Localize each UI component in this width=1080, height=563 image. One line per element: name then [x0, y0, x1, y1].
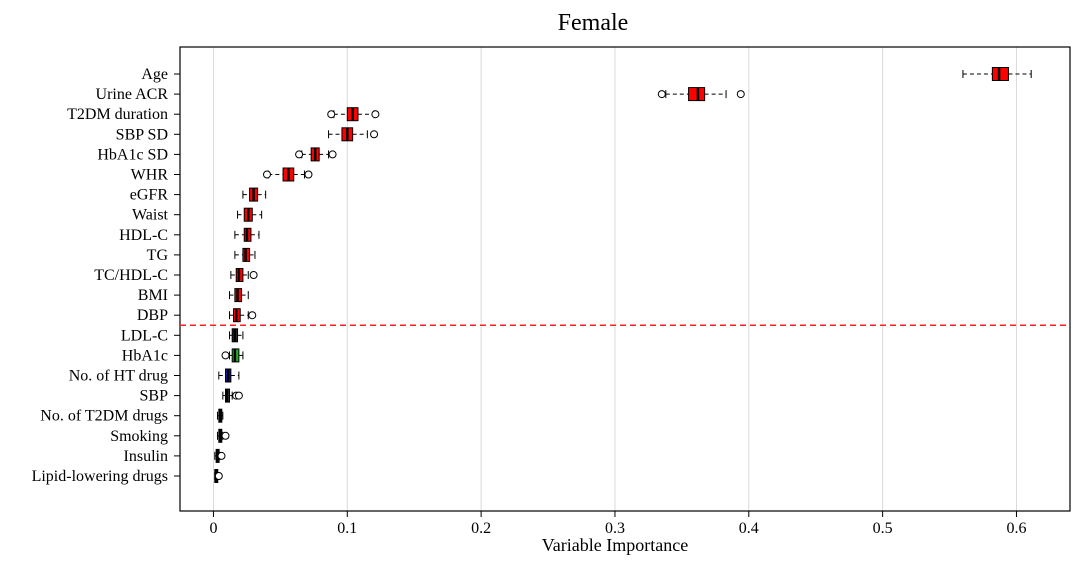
- x-axis-title: Variable Importance: [542, 535, 688, 555]
- category-label: HbA1c SD: [97, 146, 168, 163]
- y-axis-labels: Age Urine ACR T2DM duration SBP SD HbA1c SD W…: [32, 66, 180, 485]
- category-label: Urine ACR: [96, 86, 169, 103]
- box: [991, 67, 1009, 81]
- boxplots: [214, 67, 1032, 483]
- outlier: [221, 351, 230, 360]
- plot-frame: [179, 46, 1071, 512]
- boxplot-insulin: [214, 448, 226, 463]
- x-tick-label: 0: [209, 520, 217, 537]
- category-label: Insulin: [124, 448, 168, 465]
- x-tick-label: 0.1: [337, 520, 357, 537]
- boxplot-tg: [234, 247, 256, 262]
- category-label: DBP: [137, 307, 168, 324]
- x-tick-label: 0.4: [739, 520, 759, 537]
- outlier: [262, 170, 271, 179]
- x-axis: 0 0.1 0.2 0.3 0.4 0.5 0.6: [209, 511, 1026, 537]
- boxplot-sbp-sd: [328, 127, 379, 142]
- outlier: [214, 472, 223, 480]
- category-label: Age: [141, 66, 168, 83]
- boxplot-waist: [237, 207, 263, 222]
- category-label: T2DM duration: [67, 106, 168, 123]
- category-label: No. of T2DM drugs: [40, 408, 168, 425]
- category-label: BMI: [138, 287, 168, 304]
- x-tick-label: 0.3: [605, 520, 625, 537]
- gridlines: [212, 47, 1017, 511]
- boxplot-egfr: [242, 187, 267, 202]
- outlier: [248, 311, 257, 320]
- outlier: [657, 90, 666, 99]
- chart-title: Female: [558, 10, 629, 36]
- boxplot-whr: [262, 167, 313, 182]
- category-label: SBP SD: [116, 126, 168, 143]
- category-label: Lipid-lowering drugs: [32, 468, 168, 485]
- boxplot-no-of-t2dm-drugs: [216, 408, 224, 423]
- boxplot-lipid-lowering-drugs: [214, 469, 223, 483]
- category-label: LDL-C: [121, 327, 168, 344]
- boxplot-sbp: [222, 388, 243, 403]
- outlier: [327, 110, 336, 119]
- category-label: SBP: [140, 388, 169, 405]
- outlier: [249, 271, 258, 279]
- boxplot-hdl-c: [234, 227, 260, 242]
- outlier: [736, 90, 745, 99]
- outlier: [295, 150, 304, 159]
- outlier: [371, 110, 380, 119]
- boxplot-bmi: [229, 288, 249, 303]
- boxplot-dbp: [229, 308, 257, 323]
- boxplot-t2dm-duration: [327, 107, 380, 122]
- x-tick-label: 0.2: [471, 520, 491, 537]
- x-tick-label: 0.6: [1006, 520, 1026, 537]
- category-label: eGFR: [130, 187, 169, 204]
- category-label: Waist: [132, 207, 169, 224]
- boxplot-tc-hdl-c: [230, 268, 258, 282]
- boxplot-urine-acr: [657, 87, 745, 102]
- category-label: TC/HDL-C: [94, 267, 168, 284]
- box: [688, 87, 706, 102]
- boxplot-hba1c-sd: [295, 147, 337, 162]
- outlier: [221, 431, 230, 440]
- category-label: Smoking: [110, 428, 168, 445]
- category-label: WHR: [131, 167, 169, 184]
- boxplot-no-of-ht-drug: [218, 368, 240, 383]
- outlier: [328, 150, 337, 159]
- boxplot-hba1c: [221, 348, 244, 363]
- outlier: [304, 170, 313, 179]
- boxplot-smoking: [216, 428, 230, 443]
- category-label: HDL-C: [119, 227, 168, 244]
- category-label: HbA1c: [122, 347, 168, 364]
- outlier: [370, 130, 379, 139]
- category-label: TG: [147, 247, 169, 264]
- outlier: [234, 391, 243, 400]
- x-tick-label: 0.5: [873, 520, 893, 537]
- outlier: [217, 451, 226, 460]
- boxplot-ldl-c: [229, 328, 244, 343]
- category-label: No. of HT drug: [69, 368, 168, 385]
- boxplot-age: [962, 67, 1032, 81]
